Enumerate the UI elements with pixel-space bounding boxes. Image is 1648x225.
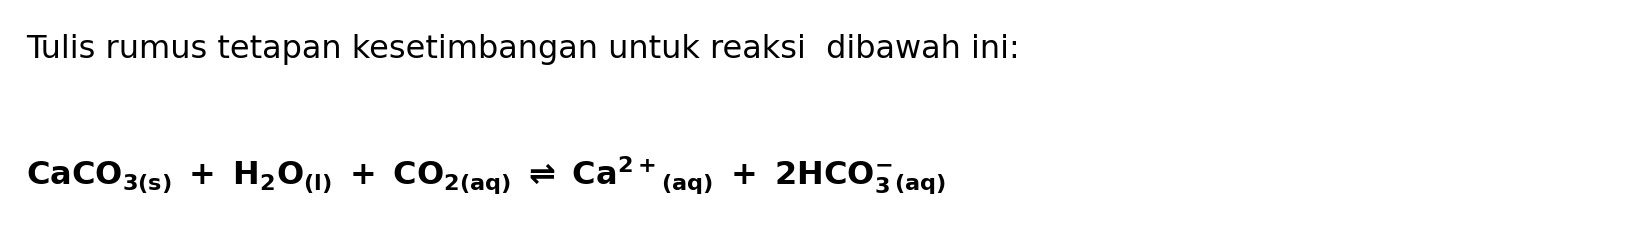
Text: Tulis rumus tetapan kesetimbangan untuk reaksi  dibawah ini:: Tulis rumus tetapan kesetimbangan untuk … [26,34,1020,65]
Text: $\mathbf{CaCO_{3(s)}\ +\ H_2O_{(l)}\ +\ CO_{2(aq)}\ \rightleftharpoons\ Ca^{2+}{: $\mathbf{CaCO_{3(s)}\ +\ H_2O_{(l)}\ +\ … [26,155,946,196]
